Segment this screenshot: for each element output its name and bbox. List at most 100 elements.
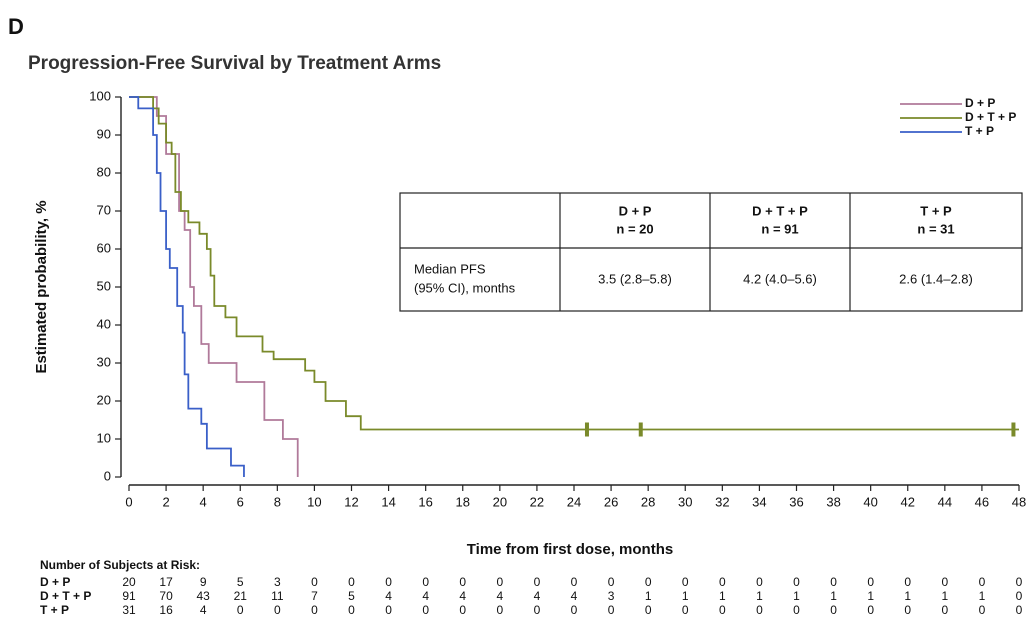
risk-count: 0: [682, 603, 689, 617]
risk-count: 0: [793, 603, 800, 617]
x-tick-label: 12: [344, 494, 358, 509]
risk-count: 1: [793, 589, 800, 603]
risk-count: 0: [793, 575, 800, 589]
y-tick-label: 100: [89, 88, 111, 103]
risk-count: 1: [719, 589, 726, 603]
x-tick-label: 36: [789, 494, 803, 509]
risk-count: 0: [904, 603, 911, 617]
risk-count: 1: [979, 589, 986, 603]
risk-count: 1: [645, 589, 652, 603]
risk-count: 0: [1016, 589, 1023, 603]
risk-count: 0: [719, 575, 726, 589]
risk-count: 0: [979, 603, 986, 617]
risk-count: 20: [122, 575, 136, 589]
risk-count: 0: [904, 575, 911, 589]
risk-count: 0: [534, 603, 541, 617]
y-tick-label: 70: [97, 202, 111, 217]
y-tick-label: 0: [104, 468, 111, 483]
risk-count: 0: [608, 575, 615, 589]
risk-count: 0: [459, 603, 466, 617]
risk-count: 0: [571, 603, 578, 617]
km-curve: [129, 96, 299, 477]
x-tick-label: 2: [162, 494, 169, 509]
risk-count: 0: [1016, 575, 1023, 589]
y-tick-label: 80: [97, 164, 111, 179]
y-tick-label: 60: [97, 240, 111, 255]
risk-count: 0: [422, 575, 429, 589]
x-tick-label: 32: [715, 494, 729, 509]
risk-count: 0: [867, 575, 874, 589]
risk-count: 5: [237, 575, 244, 589]
x-axis-label: Time from first dose, months: [467, 541, 673, 558]
table-header: D + P: [619, 203, 652, 218]
risk-count: 0: [534, 575, 541, 589]
risk-count: 4: [571, 589, 578, 603]
risk-row-label: D + T + P: [40, 589, 91, 603]
risk-count: 0: [830, 603, 837, 617]
risk-count: 4: [385, 589, 392, 603]
y-tick-label: 90: [97, 126, 111, 141]
risk-count: 91: [122, 589, 136, 603]
risk-count: 0: [941, 575, 948, 589]
risk-count: 4: [422, 589, 429, 603]
x-tick-label: 30: [678, 494, 692, 509]
risk-count: 5: [348, 589, 355, 603]
y-tick-label: 10: [97, 430, 111, 445]
risk-count: 4: [496, 589, 503, 603]
risk-count: 11: [271, 589, 284, 603]
risk-count: 0: [311, 575, 318, 589]
table-cell: 4.2 (4.0–5.6): [743, 271, 817, 286]
risk-count: 1: [867, 589, 874, 603]
risk-count: 0: [348, 575, 355, 589]
risk-count: 43: [196, 589, 210, 603]
x-tick-label: 16: [418, 494, 432, 509]
x-tick-label: 38: [826, 494, 840, 509]
risk-count: 70: [159, 589, 173, 603]
risk-count: 0: [571, 575, 578, 589]
risk-count: 1: [830, 589, 837, 603]
x-tick-label: 8: [274, 494, 281, 509]
risk-count: 0: [756, 603, 763, 617]
y-tick-label: 20: [97, 392, 111, 407]
risk-count: 31: [122, 603, 136, 617]
risk-count: 4: [534, 589, 541, 603]
risk-count: 0: [719, 603, 726, 617]
risk-count: 7: [311, 589, 318, 603]
x-tick-label: 24: [567, 494, 581, 509]
x-tick-label: 26: [604, 494, 618, 509]
risk-count: 4: [459, 589, 466, 603]
risk-count: 0: [867, 603, 874, 617]
x-tick-label: 0: [125, 494, 132, 509]
table-row-label: (95% CI), months: [414, 280, 516, 295]
table-header-n: n = 91: [761, 221, 798, 236]
chart-title: Progression-Free Survival by Treatment A…: [28, 53, 441, 74]
table-header: D + T + P: [752, 203, 808, 218]
table-cell: 2.6 (1.4–2.8): [899, 271, 973, 286]
risk-count: 0: [311, 603, 318, 617]
risk-count: 0: [274, 603, 281, 617]
risk-count: 0: [348, 603, 355, 617]
risk-count: 0: [237, 603, 244, 617]
risk-count: 9: [200, 575, 207, 589]
x-tick-label: 22: [530, 494, 544, 509]
km-curve: [129, 96, 245, 477]
risk-count: 0: [941, 603, 948, 617]
table-row-label: Median PFS: [414, 261, 486, 276]
summary-table-frame: [399, 192, 1023, 312]
risk-count: 16: [159, 603, 173, 617]
x-tick-label: 42: [901, 494, 915, 509]
x-tick-label: 14: [381, 494, 395, 509]
x-tick-label: 4: [200, 494, 207, 509]
risk-count: 0: [496, 603, 503, 617]
risk-count: 0: [385, 575, 392, 589]
x-tick-label: 20: [493, 494, 507, 509]
x-tick-label: 18: [456, 494, 470, 509]
risk-count: 0: [459, 575, 466, 589]
y-axis-label: Estimated probability, %: [33, 200, 50, 373]
x-tick-label: 28: [641, 494, 655, 509]
risk-count: 0: [1016, 603, 1023, 617]
risk-count: 0: [830, 575, 837, 589]
y-tick-label: 40: [97, 316, 111, 331]
risk-count: 21: [234, 589, 248, 603]
